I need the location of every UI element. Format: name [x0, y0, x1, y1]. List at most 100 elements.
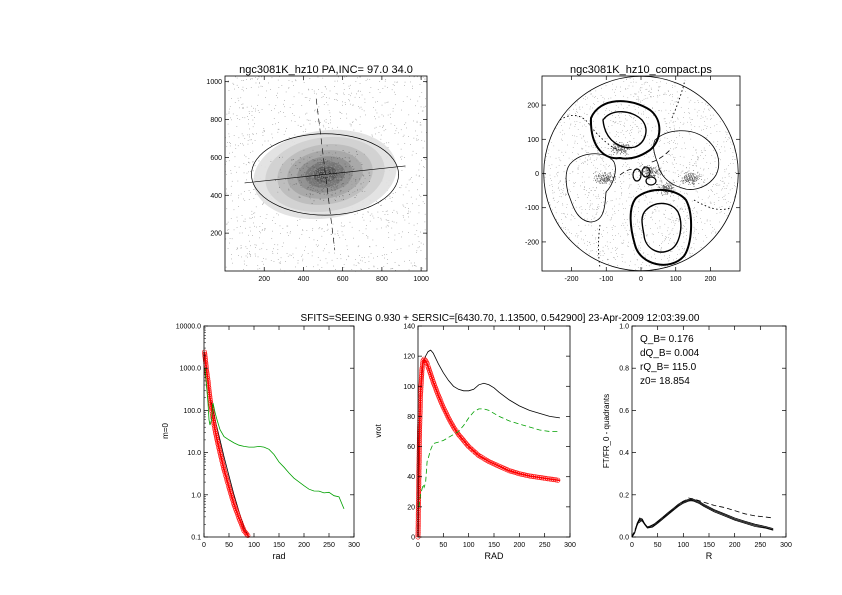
- galaxy-pixel: [327, 167, 329, 169]
- noise-pixel: [293, 115, 295, 116]
- speckle-pixel: [649, 85, 650, 87]
- speckle-pixel: [620, 103, 622, 105]
- noise-pixel: [403, 134, 405, 136]
- speckle-pixel: [574, 126, 576, 127]
- speckle-pixel: [662, 185, 664, 187]
- speckle-pixel: [620, 153, 621, 155]
- speckle-pixel: [660, 248, 662, 250]
- speckle-pixel: [682, 248, 683, 249]
- galaxy-pixel: [325, 187, 327, 189]
- speckle-pixel: [672, 199, 674, 201]
- galaxy-pixel: [337, 158, 338, 159]
- noise-pixel: [415, 174, 417, 176]
- noise-pixel: [236, 115, 238, 116]
- galaxy-pixel: [334, 198, 336, 200]
- galaxy-pixel: [355, 186, 356, 187]
- speckle-pixel: [697, 159, 699, 161]
- speckle-pixel: [703, 111, 704, 113]
- speckle-pixel: [693, 213, 694, 214]
- speckle-pixel: [646, 172, 648, 173]
- noise-pixel: [369, 246, 370, 247]
- speckle-pixel: [644, 218, 645, 219]
- speckle-pixel: [604, 173, 606, 174]
- speckle-pixel: [591, 203, 593, 205]
- data-point-marker: [474, 451, 480, 457]
- galaxy-pixel: [338, 157, 340, 158]
- noise-pixel: [257, 110, 259, 111]
- speckle-pixel: [630, 184, 632, 186]
- speckle-pixel: [710, 162, 711, 164]
- galaxy-pixel: [335, 164, 337, 166]
- speckle-pixel: [645, 81, 647, 83]
- speckle-pixel: [647, 203, 648, 205]
- noise-pixel: [410, 262, 412, 264]
- noise-pixel: [244, 218, 246, 220]
- noise-pixel: [408, 114, 410, 116]
- galaxy-pixel: [336, 156, 337, 157]
- speckle-pixel: [666, 193, 668, 195]
- speckle-pixel: [694, 180, 696, 182]
- speckle-pixel: [602, 250, 603, 252]
- noise-pixel: [403, 216, 404, 218]
- speckle-pixel: [631, 116, 632, 118]
- speckle-pixel: [583, 135, 585, 137]
- speckle-pixel: [647, 171, 649, 172]
- galaxy-pixel: [340, 176, 342, 178]
- speckle-pixel: [611, 227, 613, 228]
- speckle-pixel: [694, 228, 696, 230]
- noise-pixel: [387, 214, 389, 215]
- speckle-pixel: [656, 82, 658, 83]
- noise-pixel: [234, 88, 235, 90]
- speckle-pixel: [612, 177, 614, 178]
- y-tick-label: 40: [407, 474, 415, 481]
- speckle-pixel: [608, 176, 610, 178]
- x-tick-label: 600: [337, 276, 349, 283]
- galaxy-pixel: [313, 174, 315, 176]
- speckle-pixel: [604, 98, 605, 100]
- galaxy-pixel: [343, 186, 345, 188]
- noise-pixel: [254, 140, 256, 141]
- noise-pixel: [239, 232, 241, 234]
- speckle-pixel: [619, 198, 621, 200]
- noise-pixel: [417, 139, 419, 141]
- galaxy-pixel: [335, 170, 337, 172]
- speckle-pixel: [637, 219, 638, 221]
- noise-pixel: [403, 205, 405, 207]
- speckle-pixel: [645, 197, 647, 198]
- speckle-pixel: [648, 178, 649, 180]
- noise-pixel: [253, 107, 254, 109]
- noise-pixel: [361, 257, 363, 258]
- noise-pixel: [236, 77, 238, 79]
- speckle-pixel: [613, 165, 615, 167]
- speckle-pixel: [605, 85, 607, 87]
- speckle-pixel: [623, 239, 625, 241]
- data-point-marker: [553, 477, 559, 483]
- speckle-pixel: [612, 177, 614, 179]
- galaxy-pixel: [292, 178, 294, 180]
- speckle-pixel: [685, 172, 686, 174]
- galaxy-pixel: [344, 151, 346, 153]
- speckle-pixel: [586, 218, 588, 220]
- speckle-pixel: [615, 121, 617, 123]
- speckle-pixel: [637, 96, 639, 97]
- galaxy-pixel: [327, 165, 329, 166]
- speckle-pixel: [623, 242, 624, 244]
- noise-pixel: [240, 193, 242, 195]
- speckle-pixel: [682, 228, 684, 229]
- galaxy-pixel: [332, 158, 334, 160]
- noise-pixel: [372, 239, 374, 241]
- galaxy-pixel: [312, 194, 314, 196]
- speckle-pixel: [644, 213, 646, 214]
- speckle-pixel: [673, 189, 674, 191]
- speckle-pixel: [616, 134, 617, 136]
- speckle-pixel: [618, 233, 619, 235]
- speckle-pixel: [695, 150, 697, 151]
- speckle-pixel: [680, 208, 681, 210]
- galaxy-pixel: [323, 169, 325, 171]
- noise-pixel: [281, 246, 283, 247]
- speckle-pixel: [630, 148, 632, 149]
- speckle-pixel: [603, 190, 604, 191]
- speckle-pixel: [671, 213, 672, 214]
